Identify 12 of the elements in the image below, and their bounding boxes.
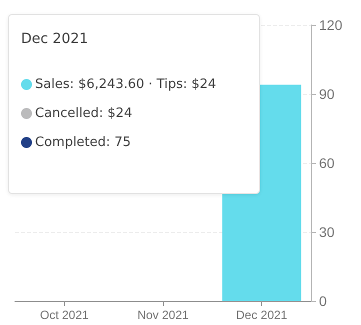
y-tick-label: 60: [319, 155, 335, 171]
y-tick-label: 90: [319, 86, 335, 102]
x-tick-label: Nov 2021: [137, 308, 190, 322]
y-tick-label: 120: [319, 17, 343, 33]
annotation: Dec 2021: [21, 31, 90, 47]
x-tick-label: Dec 2021: [236, 308, 288, 322]
annotation: Completed: 75: [35, 135, 131, 150]
y-tick-label: 0: [319, 293, 327, 309]
y-tick-label: 30: [319, 224, 335, 240]
annotation: Cancelled: $24: [35, 106, 132, 121]
annotation: Sales: $6,243.60 · Tips: $24: [35, 77, 216, 92]
x-tick-label: Oct 2021: [40, 308, 90, 322]
